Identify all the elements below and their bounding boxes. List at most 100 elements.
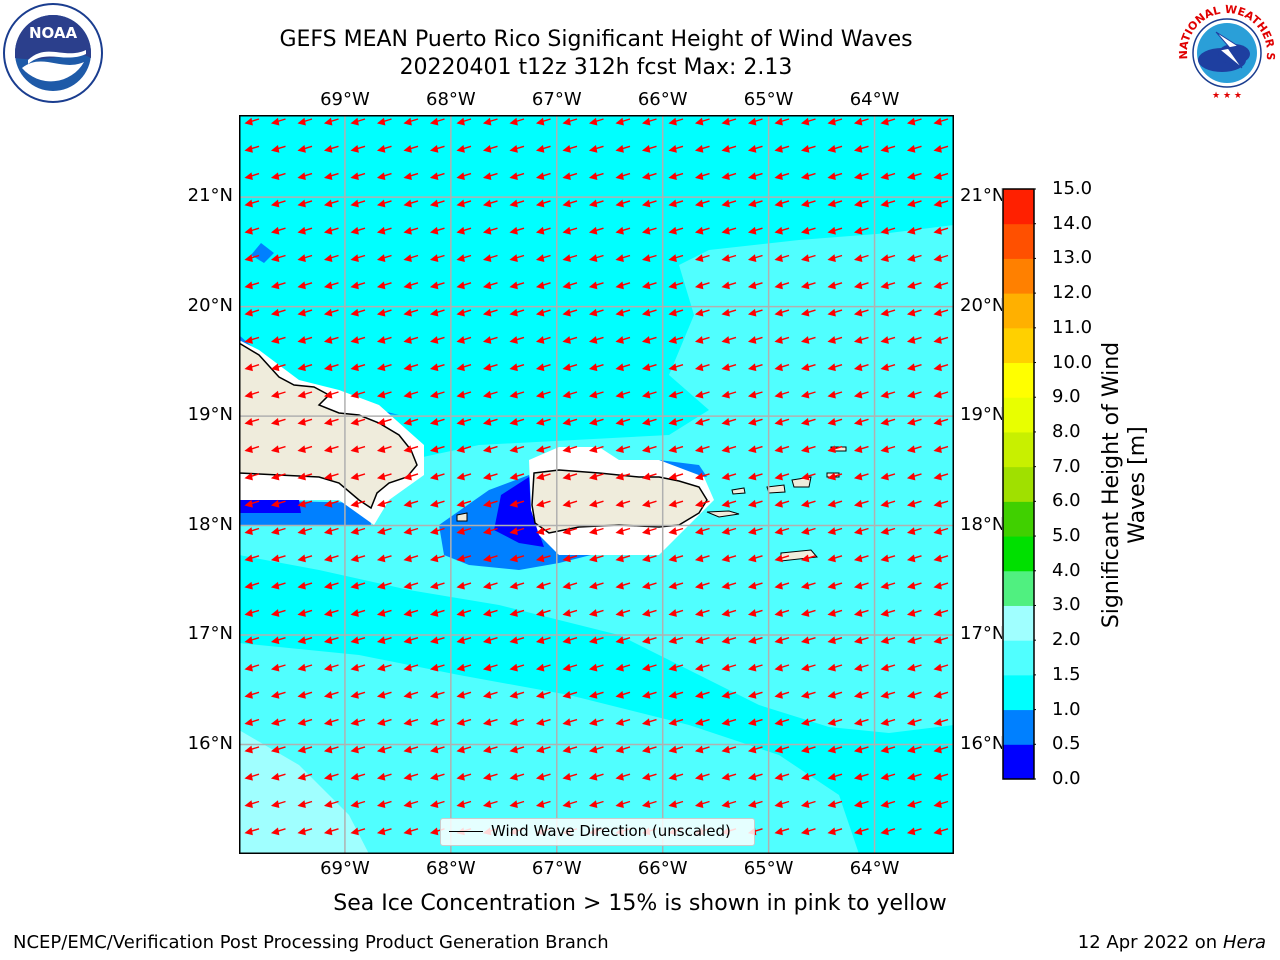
wave-vector-head: [906, 499, 916, 508]
wave-vector-head: [429, 554, 439, 563]
wave-vector-head: [721, 172, 730, 181]
wave-vector-head: [376, 172, 386, 181]
wave-vector-head: [906, 254, 916, 262]
wave-vector-head: [906, 445, 916, 454]
wave-vector-head: [429, 609, 439, 617]
colorbar-tick-label: 5.0: [1052, 525, 1081, 547]
wave-vector-head: [747, 718, 757, 727]
wave-vector-head: [721, 145, 730, 153]
wave-vector-head: [429, 636, 439, 645]
wave-vector-head: [827, 527, 836, 535]
wave-vector-head: [270, 254, 280, 262]
wave-vector-head: [297, 472, 306, 481]
wave-vector-head: [933, 827, 942, 836]
wave-vector-head: [641, 336, 651, 344]
wave-vector-head: [880, 499, 889, 508]
colorbar-tick-label: 6.0: [1052, 490, 1081, 512]
wave-vector-head: [429, 691, 439, 699]
wave-vector-head: [694, 581, 704, 590]
wave-vector-head: [509, 390, 518, 399]
wave-vector-head: [350, 800, 359, 808]
wave-vector-head: [721, 691, 730, 699]
wave-vector-head: [456, 772, 465, 781]
wave-vector-head: [482, 281, 492, 290]
wave-vector-head: [403, 527, 412, 535]
wave-vector-head: [429, 663, 439, 672]
wave-vector-head: [880, 336, 889, 344]
wave-field-2.0-3.0: [239, 730, 369, 854]
wave-vector-head: [588, 445, 598, 454]
wave-vector-head: [774, 281, 783, 290]
wave-vector-head: [403, 554, 412, 563]
wave-vector-head: [456, 800, 465, 808]
wave-vector-head: [535, 199, 545, 208]
wave-vector-head: [323, 226, 333, 235]
wave-vector-head: [588, 609, 598, 617]
wave-vector-head: [562, 281, 571, 290]
wave-vector-head: [244, 499, 253, 508]
wave-vector-head: [323, 254, 333, 262]
wave-vector-head: [588, 718, 598, 727]
wave-vector-head: [323, 636, 333, 645]
wave-vector-head: [694, 636, 704, 645]
wave-vector-head: [827, 499, 836, 508]
wave-vector-head: [721, 363, 730, 372]
wave-vector-head: [562, 117, 571, 126]
wave-vector-head: [562, 445, 571, 454]
colorbar-cell: [1003, 362, 1034, 398]
wave-vector-head: [297, 254, 306, 262]
wave-vector-head: [482, 745, 492, 754]
top-lon-tick-label: 65°W: [743, 89, 794, 110]
wave-vector-head: [456, 663, 465, 672]
wave-vector-head: [350, 172, 359, 181]
wave-vector-head: [906, 718, 916, 727]
wave-vector-head: [270, 117, 280, 126]
wave-vector-head: [403, 281, 412, 290]
wave-vector-head: [747, 145, 757, 153]
wave-vector-head: [562, 145, 571, 153]
wave-vector-head: [350, 445, 359, 454]
wave-vector-head: [244, 472, 253, 481]
wave-vector-head: [297, 827, 306, 836]
wave-vector-head: [376, 581, 386, 590]
wave-vector-head: [403, 145, 412, 153]
wave-vector-head: [906, 418, 916, 426]
wave-vector-head: [376, 308, 386, 317]
wave-vector-head: [694, 718, 704, 727]
nws-logo: NATIONAL WEATHER SERVICE ★ ★ ★: [1172, 0, 1278, 104]
wave-vector-head: [774, 254, 783, 262]
wave-vector-head: [323, 445, 333, 454]
wave-vector-head: [880, 636, 889, 645]
wave-vector-head: [668, 745, 677, 754]
wave-vector-head: [270, 827, 280, 836]
wave-vector-head: [853, 117, 863, 126]
wave-vector-head: [774, 827, 783, 836]
wave-vector-head: [588, 336, 598, 344]
wave-vector-head: [747, 418, 757, 426]
wave-vector-head: [482, 636, 492, 645]
wave-vector-head: [509, 117, 518, 126]
wave-vector-head: [880, 145, 889, 153]
wave-vector-head: [774, 581, 783, 590]
wave-vector-head: [747, 226, 757, 235]
wave-vector-head: [800, 172, 810, 181]
wave-vector-head: [853, 145, 863, 153]
wave-vector-head: [350, 609, 359, 617]
wave-vector-head: [774, 691, 783, 699]
wave-vector-head: [853, 800, 863, 808]
wave-vector-head: [562, 308, 571, 317]
wave-vector-head: [880, 363, 889, 372]
wave-vector-head: [668, 609, 677, 617]
wave-vector-head: [933, 199, 942, 208]
wave-vector-head: [906, 117, 916, 126]
colorbar-cell: [1003, 744, 1034, 780]
wave-vector-head: [853, 199, 863, 208]
wave-vector-head: [323, 663, 333, 672]
wave-vector-head: [668, 117, 677, 126]
wave-vector-head: [482, 499, 492, 508]
wave-vector-head: [482, 254, 492, 262]
wave-vector-head: [456, 254, 465, 262]
colorbar-cell: [1003, 258, 1034, 294]
wave-vector-head: [562, 499, 571, 508]
wave-vector-head: [244, 172, 253, 181]
